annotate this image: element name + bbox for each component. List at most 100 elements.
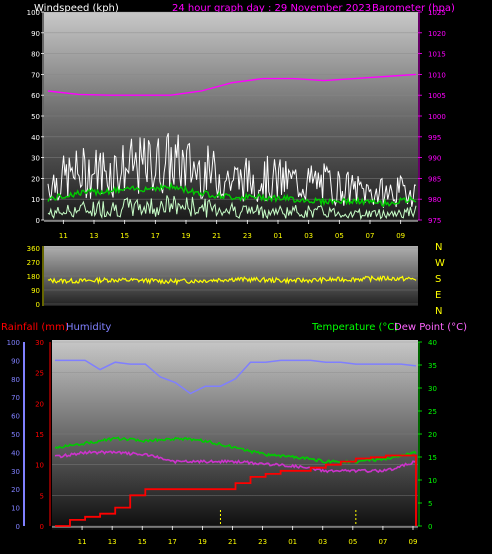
rainfall-tick-25: 25: [35, 370, 44, 378]
rain-series: [54, 359, 417, 527]
rain-panel-background: [52, 340, 418, 530]
humidity-tick-70: 70: [11, 394, 20, 402]
barometer-tick-1025: 1025: [428, 9, 446, 17]
compass-3: E: [435, 290, 441, 301]
rainfall-tick-20: 20: [35, 400, 44, 408]
direction-tick-270: 270: [27, 259, 40, 267]
barometer-tick-995: 995: [428, 134, 441, 142]
rain-time-tick-09: 09: [409, 538, 418, 546]
rain-time-tick-21: 21: [228, 538, 237, 546]
temperature-tick-40: 40: [428, 339, 437, 347]
rainfall-tick-0: 0: [40, 523, 44, 531]
humidity-tick-80: 80: [11, 376, 20, 384]
wind-time-tick-07: 07: [366, 232, 375, 240]
direction-tick-0: 0: [36, 301, 40, 309]
humidity-tick-10: 10: [11, 505, 20, 513]
wind-series: [47, 73, 417, 221]
temperature-axis: 0 5 10 15 20 25 30 35 40: [418, 339, 437, 531]
windspeed-tick-60: 60: [31, 92, 40, 100]
windspeed-tick-80: 80: [31, 51, 40, 59]
wind-average-line: [47, 195, 417, 221]
rainfall-tick-5: 5: [40, 492, 44, 500]
humidity-tick-90: 90: [11, 357, 20, 365]
humidity-tick-20: 20: [11, 486, 20, 494]
barometer-tick-1015: 1015: [428, 51, 446, 59]
rain-time-tick-03: 03: [318, 538, 327, 546]
windspeed-tick-70: 70: [31, 71, 40, 79]
rainfall-title: Rainfall (mm): [1, 322, 69, 333]
temperature-tick-15: 15: [428, 454, 437, 462]
wind-time-tick-09: 09: [396, 232, 405, 240]
temperature-line: [54, 436, 417, 464]
rain-time-tick-11: 11: [78, 538, 87, 546]
windspeed-tick-0: 0: [36, 217, 40, 225]
direction-tick-360: 360: [27, 245, 40, 253]
direction-series: [47, 275, 417, 286]
temperature-tick-0: 0: [428, 523, 432, 531]
compass-4: N: [435, 306, 442, 317]
windspeed-title: Windspeed (kph): [34, 3, 119, 14]
humidity-line: [55, 359, 417, 395]
wind-gust-line: [47, 132, 417, 208]
barometer-tick-1005: 1005: [428, 92, 446, 100]
temperature-tick-35: 35: [428, 362, 437, 370]
wind-time-axis: 11 13 15 17 19 21 23 01 03 05 07 09: [44, 220, 418, 240]
rainfall-tick-30: 30: [35, 339, 44, 347]
windspeed-tick-50: 50: [31, 113, 40, 121]
wind-time-tick-17: 17: [151, 232, 160, 240]
rainfall-tick-10: 10: [35, 462, 44, 470]
rain-time-tick-19: 19: [198, 538, 207, 546]
wind-time-tick-01: 01: [274, 232, 283, 240]
wind-time-tick-19: 19: [182, 232, 191, 240]
compass-1: W: [435, 258, 445, 269]
barometer-tick-975: 975: [428, 217, 441, 225]
barometer-line: [47, 73, 417, 96]
windspeed-tick-10: 10: [31, 196, 40, 204]
wind-time-tick-21: 21: [212, 232, 221, 240]
dewpoint-line: [54, 450, 417, 474]
windspeed-axis: 0 10 20 30 40 50 60 70 80 90 100: [27, 9, 44, 225]
wind-time-tick-15: 15: [120, 232, 129, 240]
barometer-tick-1000: 1000: [428, 113, 446, 121]
barometer-tick-985: 985: [428, 175, 441, 183]
windspeed-tick-90: 90: [31, 30, 40, 38]
wind-time-tick-23: 23: [243, 232, 252, 240]
wind-time-tick-11: 11: [59, 232, 68, 240]
direction-tick-90: 90: [31, 287, 40, 295]
humidity-tick-60: 60: [11, 413, 20, 421]
rain-time-tick-01: 01: [288, 538, 297, 546]
rain-time-tick-05: 05: [348, 538, 357, 546]
rain-time-tick-23: 23: [258, 538, 267, 546]
windspeed-tick-100: 100: [27, 9, 40, 17]
temperature-tick-20: 20: [428, 431, 437, 439]
humidity-tick-0: 0: [16, 523, 20, 531]
rain-panel-grid: [52, 341, 418, 527]
wind-time-tick-05: 05: [335, 232, 344, 240]
temperature-tick-25: 25: [428, 408, 437, 416]
humidity-tick-40: 40: [11, 449, 20, 457]
windspeed-tick-40: 40: [31, 134, 40, 142]
temperature-title: Temperature (°C): [311, 322, 398, 333]
compass-0: N: [435, 242, 442, 253]
humidity-axis: 0 10 20 30 40 50 60 70 80 90 100: [7, 339, 25, 531]
direction-panel-grid: [44, 247, 418, 305]
windspeed-tick-30: 30: [31, 155, 40, 163]
barometer-tick-1020: 1020: [428, 30, 446, 38]
barometer-tick-980: 980: [428, 196, 441, 204]
direction-axis: 0 90 180 270 360: [27, 245, 44, 309]
rain-time-tick-13: 13: [108, 538, 117, 546]
windspeed-tick-20: 20: [31, 175, 40, 183]
rainfall-axis: 0 5 10 15 20 25 30: [35, 339, 51, 531]
direction-tick-180: 180: [27, 273, 40, 281]
barometer-tick-990: 990: [428, 155, 441, 163]
wind-time-tick-03: 03: [304, 232, 313, 240]
temperature-tick-10: 10: [428, 477, 437, 485]
dewpoint-title: Dew Point (°C): [394, 322, 467, 333]
rain-time-axis: 11 13 15 17 19 21 23 01 03 05 07 09: [52, 526, 418, 546]
rain-time-tick-17: 17: [168, 538, 177, 546]
rain-time-tick-07: 07: [378, 538, 387, 546]
humidity-tick-100: 100: [7, 339, 20, 347]
temperature-tick-30: 30: [428, 385, 437, 393]
